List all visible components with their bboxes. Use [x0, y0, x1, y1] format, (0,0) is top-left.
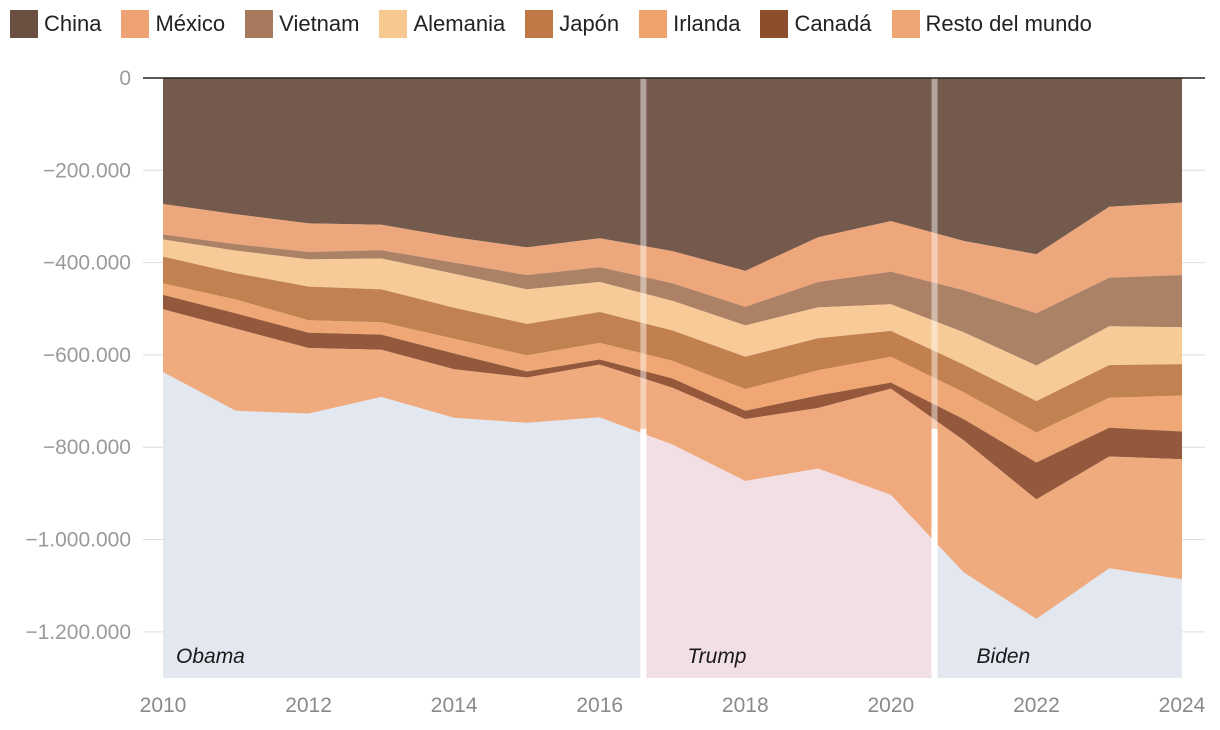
era-separator [931, 428, 938, 678]
legend-swatch [525, 10, 554, 38]
legend-swatch [379, 10, 408, 38]
legend-label: Vietnam [279, 11, 360, 36]
axis-layer: 0 −200.000 −400.000 −600.000 −800.000 −1.000.… [25, 67, 1205, 717]
legend-item-alemania: Alemania [379, 10, 505, 38]
era-label-trump: Trump [687, 645, 746, 668]
legend: China México Vietnam Alemania Japón Irlanda Ca… [10, 10, 1112, 38]
x-tick-label: 2020 [867, 694, 914, 717]
legend-label: Japón [559, 11, 620, 36]
y-tick-label: −200.000 [43, 159, 131, 182]
y-tick-label: −600.000 [43, 344, 131, 367]
area-mexico [163, 202, 1182, 314]
legend-item-resto-del-mundo: Resto del mundo [891, 10, 1092, 38]
era-separator-overlay [640, 78, 647, 678]
x-tick-label: 2024 [1159, 694, 1206, 717]
y-tick-label: −800.000 [43, 436, 131, 459]
y-tick-label: −1.200.000 [25, 621, 131, 644]
area-alemania [163, 239, 1182, 402]
area-layer [163, 78, 1182, 619]
x-tick-label: 2014 [431, 694, 478, 717]
era-separators [640, 78, 938, 678]
legend-swatch [10, 10, 38, 38]
area-canada [163, 294, 1182, 500]
y-tick-label: 0 [119, 67, 131, 90]
era-label-obama: Obama [176, 645, 245, 668]
area-vietnam [163, 234, 1182, 366]
x-tick-label: 2012 [285, 694, 332, 717]
area-japon [163, 256, 1182, 433]
legend-label: Canadá [794, 11, 872, 36]
legend-label: China [44, 11, 102, 36]
era-separator [640, 428, 647, 678]
x-tick-label: 2016 [576, 694, 623, 717]
legend-swatch [639, 10, 668, 38]
legend-swatch [760, 10, 789, 38]
legend-item-china: China [10, 10, 101, 38]
legend-item-canada: Canadá [760, 10, 872, 38]
legend-item-irlanda: Irlanda [639, 10, 740, 38]
y-tick-label: −400.000 [43, 252, 131, 275]
legend-item-mexico: México [121, 10, 225, 38]
area-china [163, 78, 1182, 271]
legend-label: Alemania [413, 11, 506, 36]
legend-swatch [245, 10, 274, 38]
legend-label: México [155, 11, 226, 36]
x-tick-label: 2018 [722, 694, 769, 717]
legend-item-japon: Japón [525, 10, 619, 38]
area-irlanda [163, 283, 1182, 463]
era-label-biden: Biden [977, 645, 1031, 668]
y-tick-label: −1.000.000 [25, 529, 131, 552]
legend-swatch [121, 10, 150, 38]
legend-swatch [891, 10, 920, 38]
area-resto-del-mundo [163, 309, 1182, 619]
legend-item-vietnam: Vietnam [245, 10, 359, 38]
x-tick-label: 2010 [140, 694, 187, 717]
era-separator-overlay [931, 78, 938, 678]
x-tick-label: 2022 [1013, 694, 1060, 717]
legend-label: Irlanda [673, 11, 741, 36]
legend-label: Resto del mundo [925, 11, 1092, 36]
era-labels: Obama Trump Biden [176, 645, 1030, 668]
